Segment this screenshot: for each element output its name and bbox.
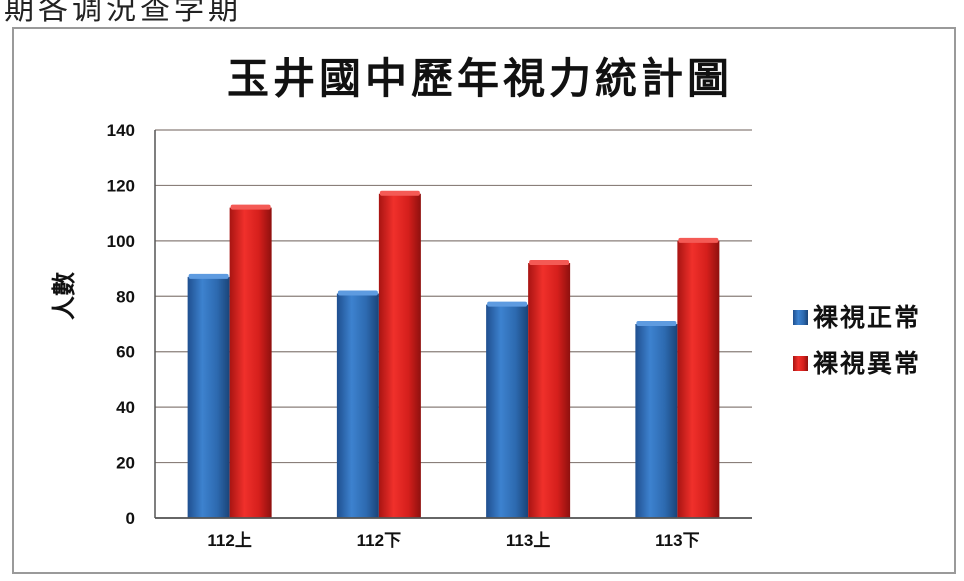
chart-frame xyxy=(12,27,956,574)
x-tick-label: 112上 xyxy=(207,531,251,550)
y-axis-label: 人數 xyxy=(49,272,78,320)
bar-normal-1 xyxy=(187,276,230,518)
bar-cap xyxy=(230,204,271,210)
bar-cap xyxy=(678,237,719,243)
legend-swatch xyxy=(793,356,808,371)
y-tick-label: 20 xyxy=(116,454,135,473)
page-header-fragment: 期各调況查学期 xyxy=(4,0,242,27)
chart-title: 玉井國中歷年視力統計圖 xyxy=(227,54,733,103)
y-tick-label: 100 xyxy=(107,232,135,251)
y-tick-label: 40 xyxy=(116,398,135,417)
bar-cap xyxy=(487,301,528,307)
y-tick-label: 120 xyxy=(107,176,135,195)
legend-swatch xyxy=(793,310,808,325)
bar-cap xyxy=(379,190,420,196)
legend-label: 裸視正常 xyxy=(813,303,921,332)
bar-normal-3 xyxy=(486,304,529,518)
bar-normal-2 xyxy=(336,293,379,518)
bar-cap xyxy=(636,321,677,326)
bar-abnormal-1 xyxy=(229,207,272,518)
y-tick-label: 80 xyxy=(116,287,135,306)
bar-abnormal-3 xyxy=(528,263,571,518)
y-tick-label: 140 xyxy=(107,121,135,140)
x-tick-label: 113下 xyxy=(655,531,699,550)
bar-abnormal-2 xyxy=(378,193,421,518)
bar-cap xyxy=(337,290,378,296)
legend-label: 裸視異常 xyxy=(813,349,921,378)
y-tick-label: 60 xyxy=(116,343,135,362)
bar-abnormal-4 xyxy=(677,240,720,518)
bar-normal-4 xyxy=(635,324,678,518)
y-tick-label: 0 xyxy=(126,509,135,528)
bar-cap xyxy=(188,273,229,279)
bar-cap xyxy=(529,260,570,266)
x-tick-label: 113上 xyxy=(506,531,550,550)
x-tick-label: 112下 xyxy=(357,531,401,550)
